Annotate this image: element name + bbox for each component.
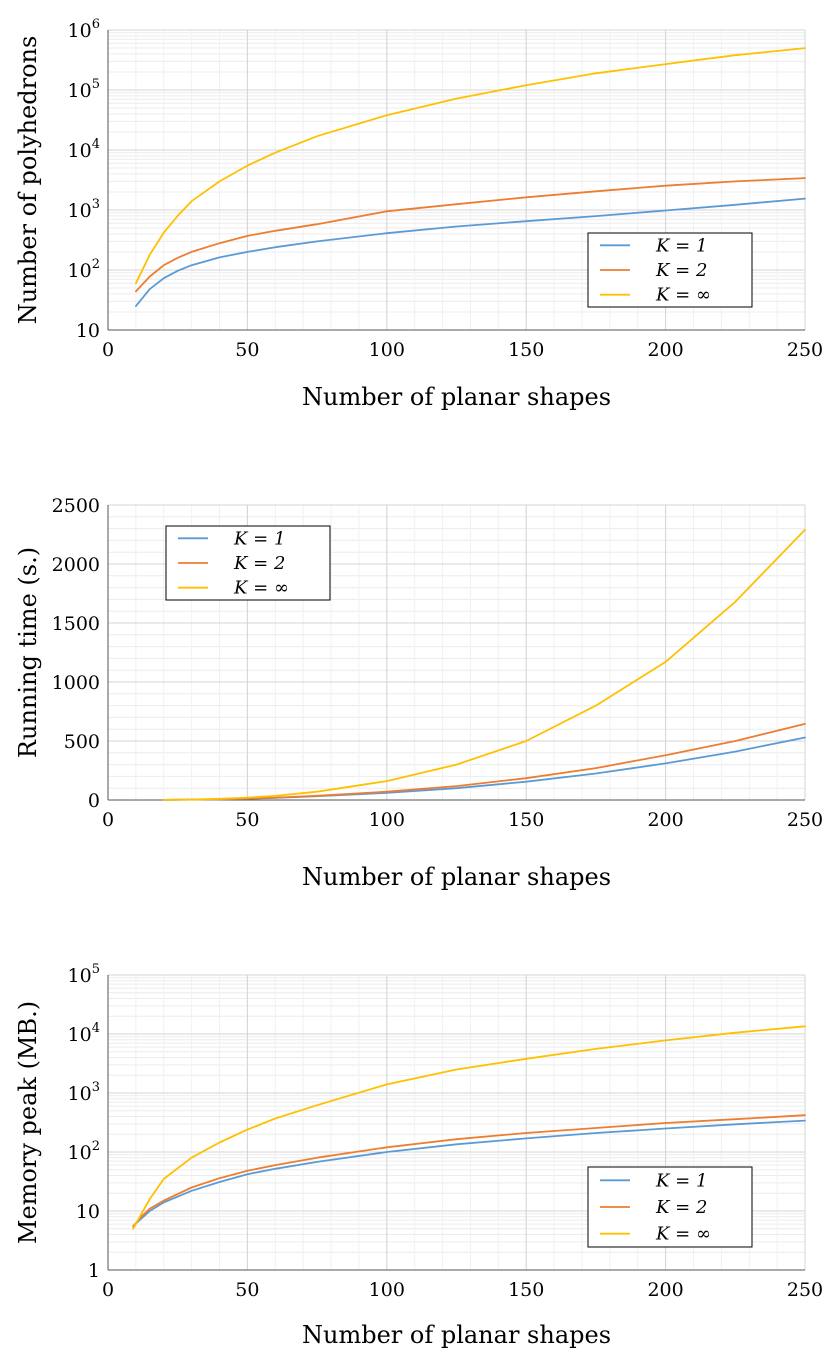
x-tick-label: 50	[235, 809, 259, 831]
x-axis-label: Number of planar shapes	[302, 863, 611, 891]
series-line-2	[132, 1114, 806, 1228]
x-tick-label: 200	[647, 339, 683, 361]
y-tick-base: 10	[68, 260, 92, 282]
y-tick-base: 10	[68, 20, 92, 42]
y-tick-label: 102	[68, 257, 100, 282]
y-axis-label: Number of polyhedrons	[14, 36, 42, 325]
y-tick-exponent: 3	[92, 1080, 100, 1095]
x-tick-label: 150	[508, 339, 544, 361]
y-tick-label: 103	[68, 197, 100, 222]
series-line-3	[132, 1025, 806, 1230]
legend-label: K = 1	[233, 528, 285, 549]
y-tick-exponent: 4	[92, 1021, 100, 1036]
x-tick-label: 150	[508, 809, 544, 831]
y-tick-label: 1	[88, 1260, 100, 1282]
y-tick-exponent: 4	[92, 137, 100, 152]
x-tick-label: 150	[508, 1279, 544, 1301]
legend: K = 1 K = 2 K = ∞	[165, 525, 331, 601]
series-line-3	[162, 528, 806, 801]
y-tick-base: 10	[68, 1083, 92, 1105]
y-tick-label: 1500	[52, 613, 100, 635]
series-line-1	[134, 197, 806, 308]
y-tick-base: 10	[68, 1024, 92, 1046]
x-tick-label: 0	[102, 339, 114, 361]
legend-label: K = ∞	[233, 578, 289, 599]
y-tick-label: 106	[68, 17, 100, 42]
y-tick-base: 1	[88, 1260, 100, 1282]
y-tick-label: 104	[68, 1021, 100, 1046]
x-tick-label: 50	[235, 1279, 259, 1301]
legend-label: K = ∞	[655, 285, 711, 306]
x-tick-label: 100	[369, 809, 405, 831]
legend-label: K = 2	[655, 1197, 707, 1218]
series-line-3	[134, 47, 806, 285]
legend-label: K = 1	[655, 235, 707, 256]
y-tick-label: 105	[68, 77, 100, 102]
y-tick-base: 10	[68, 140, 92, 162]
y-tick-base: 2000	[52, 554, 100, 576]
legend: K = 1 K = 2 K = ∞	[587, 1166, 753, 1248]
chart-2: 0 50 100 150 200 25005001000150020002500Numbe…	[14, 495, 823, 891]
y-tick-label: 0	[88, 790, 100, 812]
legend-label: K = 2	[655, 260, 707, 281]
y-tick-label: 105	[68, 962, 100, 987]
y-tick-label: 104	[68, 137, 100, 162]
y-tick-exponent: 5	[92, 77, 100, 92]
y-tick-base: 10	[76, 1201, 100, 1223]
legend-label: K = 2	[233, 553, 285, 574]
y-tick-base: 10	[68, 1142, 92, 1164]
series-line-1	[132, 1119, 806, 1228]
y-tick-label: 102	[68, 1139, 100, 1164]
y-tick-exponent: 5	[92, 962, 100, 977]
series-line-2	[134, 177, 806, 293]
x-tick-label: 100	[369, 1279, 405, 1301]
x-tick-label: 200	[647, 1279, 683, 1301]
y-tick-label: 10	[76, 320, 100, 342]
x-axis-label: Number of planar shapes	[302, 383, 611, 411]
y-tick-exponent: 2	[92, 257, 100, 272]
x-tick-label: 100	[369, 339, 405, 361]
y-tick-label: 2000	[52, 554, 100, 576]
y-tick-base: 10	[68, 80, 92, 102]
x-tick-label: 50	[235, 339, 259, 361]
y-tick-base: 1000	[52, 672, 100, 694]
y-axis-label: Running time (s.)	[14, 547, 42, 758]
y-tick-base: 0	[88, 790, 100, 812]
y-tick-base: 500	[64, 731, 100, 753]
y-tick-label: 103	[68, 1080, 100, 1105]
y-tick-exponent: 6	[92, 17, 100, 32]
y-tick-label: 10	[76, 1201, 100, 1223]
legend-label: K = ∞	[655, 1224, 711, 1245]
x-tick-label: 200	[647, 809, 683, 831]
x-tick-label: 0	[102, 1279, 114, 1301]
legend: K = 1 K = 2 K = ∞	[587, 232, 753, 308]
legend-label: K = 1	[655, 1170, 707, 1191]
y-tick-exponent: 2	[92, 1139, 100, 1154]
y-tick-label: 500	[64, 731, 100, 753]
y-tick-base: 10	[76, 320, 100, 342]
y-tick-base: 10	[68, 965, 92, 987]
y-tick-label: 1000	[52, 672, 100, 694]
y-axis-label: Memory peak (MB.)	[14, 1001, 42, 1244]
x-tick-label: 250	[787, 809, 823, 831]
y-tick-base: 1500	[52, 613, 100, 635]
x-tick-label: 250	[787, 339, 823, 361]
y-tick-label: 2500	[52, 495, 100, 517]
y-tick-base: 10	[68, 200, 92, 222]
x-tick-label: 250	[787, 1279, 823, 1301]
y-tick-base: 2500	[52, 495, 100, 517]
x-tick-label: 0	[102, 809, 114, 831]
y-tick-exponent: 3	[92, 197, 100, 212]
x-axis-label: Number of planar shapes	[302, 1321, 611, 1349]
